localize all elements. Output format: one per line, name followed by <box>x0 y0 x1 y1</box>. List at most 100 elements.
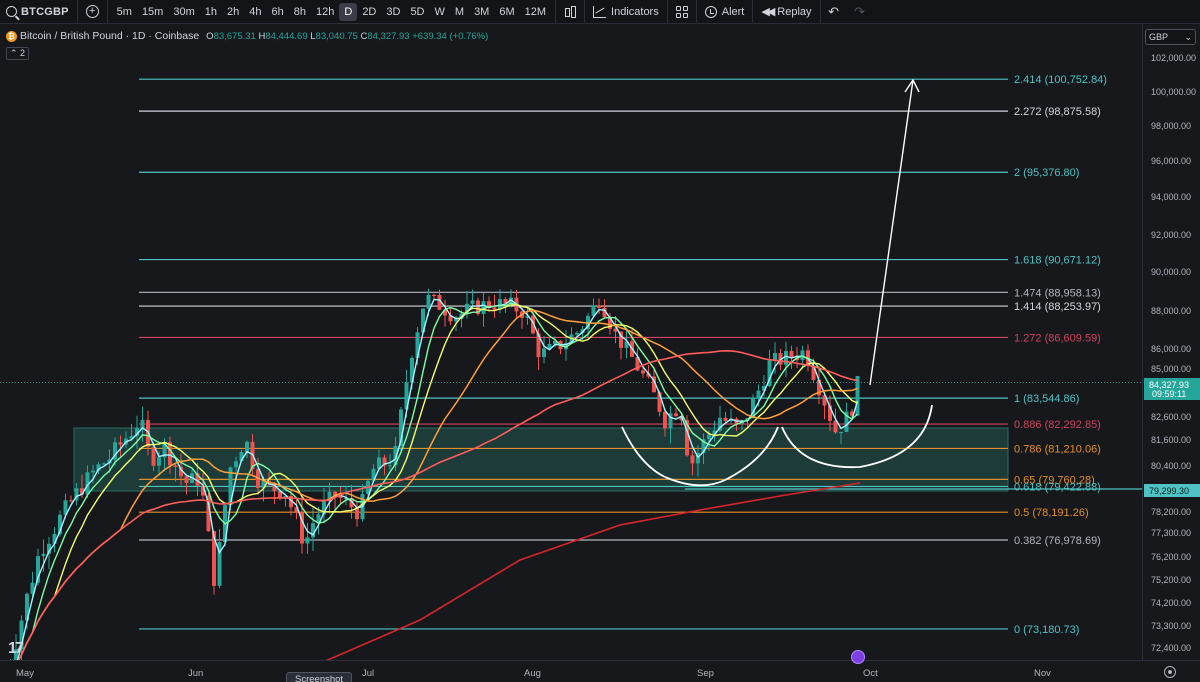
indicators-button[interactable]: Indicators <box>585 0 668 24</box>
price-tick-label: 92,000.00 <box>1151 230 1191 240</box>
interval-6h[interactable]: 6h <box>267 3 289 21</box>
candle-body <box>597 305 601 307</box>
replay-button[interactable]: ◀◀ Replay <box>753 0 820 24</box>
undo-button[interactable]: ↶ <box>821 0 847 24</box>
fib-level-label: 2.272 (98,875.58) <box>1014 106 1101 118</box>
candle-body <box>757 391 761 399</box>
interval-8h[interactable]: 8h <box>289 3 311 21</box>
time-axis[interactable]: May Jun Jul Aug Sep Oct Nov <box>0 660 1200 682</box>
time-tick-label: Oct <box>863 668 878 679</box>
price-tick-label: 86,000.00 <box>1151 344 1191 354</box>
candle-body <box>42 554 46 556</box>
candle-body <box>234 461 238 467</box>
time-tick-label: Jun <box>188 668 203 679</box>
candle-body <box>856 376 860 416</box>
interval-m[interactable]: M <box>450 3 469 21</box>
countdown-label: 09:59:11 <box>1152 389 1186 399</box>
candle-body <box>245 442 249 452</box>
event-marker-icon[interactable] <box>851 650 865 664</box>
interval-2d[interactable]: 2D <box>357 3 381 21</box>
candle-body <box>575 333 579 335</box>
chevron-down-icon: ⌄ <box>1184 32 1192 43</box>
redo-button[interactable]: ↷ <box>847 0 873 24</box>
layout-grid-icon <box>676 6 688 18</box>
interval-5m[interactable]: 5m <box>112 3 137 21</box>
price-tick-label: 96,000.00 <box>1151 156 1191 166</box>
interval-4h[interactable]: 4h <box>244 3 266 21</box>
legend-ohlc: O83,675.31 H84,444.69 L83,040.75 C84,327… <box>206 31 488 42</box>
price-chart[interactable]: 2.414 (100,752.84) 2.272 (98,875.58) 2 (95… <box>0 24 1142 660</box>
time-tick-label: Aug <box>524 668 541 679</box>
indicators-collapse-toggle[interactable]: ⌃ 2 <box>6 47 29 60</box>
interval-d[interactable]: D <box>339 3 357 21</box>
interval-selector: 5m 15m 30m 1h 2h 4h 6h 8h 12h D 2D 3D 5D W M 3M 6M 12M <box>108 0 556 24</box>
interval-5d[interactable]: 5D <box>405 3 429 21</box>
redo-icon: ↷ <box>854 4 865 20</box>
legend-title[interactable]: Bitcoin / British Pound · 1D · Coinbase <box>20 30 199 42</box>
horizontal-line-price-label: 79,299.30 <box>1149 486 1189 496</box>
target-arrow-line <box>870 80 913 385</box>
fib-level-label: 1.414 (88,253.97) <box>1014 301 1101 313</box>
price-tick-label: 88,000.00 <box>1151 306 1191 316</box>
price-scale[interactable]: 102,000.00 100,000.00 98,000.00 96,000.00 94… <box>1142 24 1200 660</box>
interval-15m[interactable]: 15m <box>137 3 168 21</box>
candle-body <box>388 465 392 466</box>
interval-12m[interactable]: 12M <box>520 3 551 21</box>
tradingview-logo-icon[interactable]: 17 <box>8 640 22 658</box>
price-tick-label: 90,000.00 <box>1151 267 1191 277</box>
price-tick-label: 82,600.00 <box>1151 412 1191 422</box>
rewind-icon: ◀◀ <box>761 5 772 18</box>
top-toolbar: BTCGBP + 5m 15m 30m 1h 2h 4h 6h 8h 12h D 2D 3D 5D W M 3… <box>0 0 1200 24</box>
price-tick-label: 78,200.00 <box>1151 507 1191 517</box>
alert-label: Alert <box>722 6 745 18</box>
candle-body <box>724 418 728 421</box>
fib-level-label: 1.474 (88,958.13) <box>1014 287 1101 299</box>
alert-button[interactable]: Alert <box>697 0 754 24</box>
candle-body <box>157 457 161 465</box>
candle-body <box>69 500 73 501</box>
candle-body <box>691 455 695 463</box>
symbol-search-button[interactable]: BTCGBP <box>0 0 78 24</box>
fib-level-label: 1 (83,544.86) <box>1014 393 1079 405</box>
candle-body <box>493 307 497 309</box>
fib-level-label: 2 (95,376.80) <box>1014 167 1079 179</box>
gear-icon[interactable] <box>1164 666 1176 678</box>
candle-body <box>174 465 178 467</box>
undo-icon: ↶ <box>828 4 839 20</box>
time-tick-label: Sep <box>697 668 714 679</box>
fib-level-label: 1.618 (90,671.12) <box>1014 255 1101 267</box>
compare-symbol-button[interactable]: + <box>78 0 108 24</box>
interval-1h[interactable]: 1h <box>200 3 222 21</box>
candle-body <box>152 447 156 466</box>
layout-button[interactable] <box>668 0 697 24</box>
price-tick-label: 76,200.00 <box>1151 552 1191 562</box>
interval-30m[interactable]: 30m <box>168 3 199 21</box>
currency-selector[interactable]: GBP ⌄ <box>1145 29 1196 45</box>
alarm-clock-icon <box>705 6 717 18</box>
interval-3m[interactable]: 3M <box>469 3 494 21</box>
chart-legend: ₿ Bitcoin / British Pound · 1D · Coinbas… <box>6 30 488 42</box>
indicators-label: Indicators <box>611 6 659 18</box>
candle-body <box>119 442 123 444</box>
candle-body <box>432 295 436 296</box>
interval-6m[interactable]: 6M <box>494 3 519 21</box>
price-tick-label: 80,400.00 <box>1151 461 1191 471</box>
indicators-icon <box>593 6 606 18</box>
fib-level-label: 2.414 (100,752.84) <box>1014 74 1107 86</box>
interval-12h[interactable]: 12h <box>311 3 339 21</box>
price-tick-label: 102,000.00 <box>1151 53 1196 63</box>
plus-circle-icon: + <box>86 5 99 18</box>
fib-level-label: 0.618 (79,422.88) <box>1014 481 1101 493</box>
chart-type-button[interactable] <box>556 0 585 24</box>
fib-level-label: 0 (73,180.73) <box>1014 624 1079 636</box>
candle-body <box>427 295 431 309</box>
time-tick-label: Nov <box>1034 668 1051 679</box>
interval-2h[interactable]: 2h <box>222 3 244 21</box>
candle-body <box>471 300 475 303</box>
demand-zone-box <box>74 428 1008 491</box>
interval-w[interactable]: W <box>430 3 450 21</box>
candle-body <box>674 413 678 416</box>
interval-3d[interactable]: 3D <box>381 3 405 21</box>
candle-body <box>542 348 546 357</box>
candle-body <box>707 435 711 440</box>
